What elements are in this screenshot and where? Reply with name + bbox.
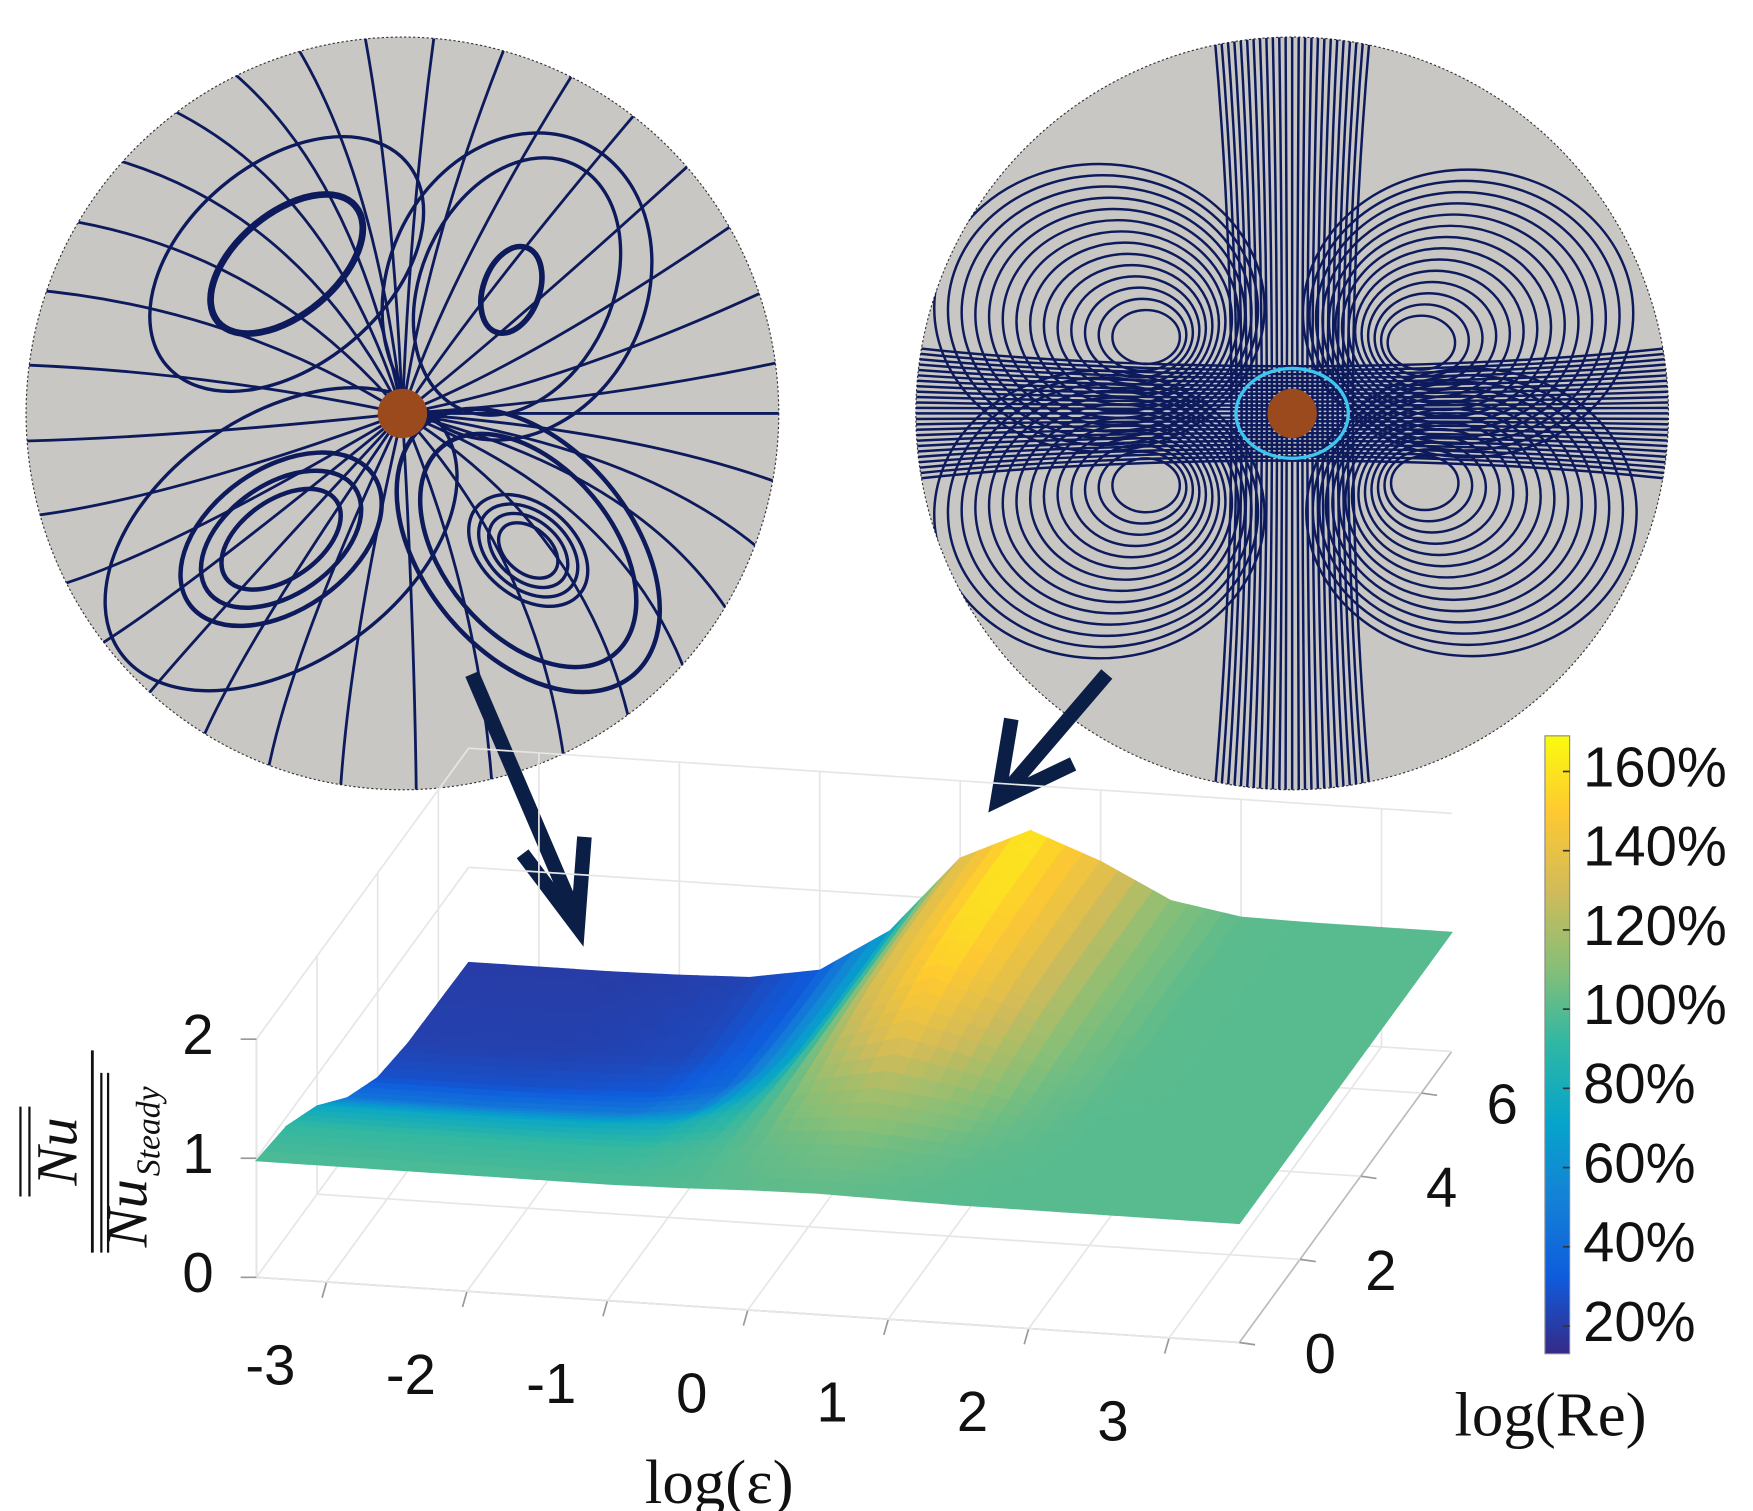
colorbar-tick-label: 60% bbox=[1583, 1131, 1695, 1194]
tick-mark bbox=[884, 1319, 888, 1335]
x-tick-label: 2 bbox=[957, 1380, 988, 1443]
tick-mark bbox=[1165, 1338, 1169, 1354]
x-tick-label: -3 bbox=[245, 1333, 295, 1396]
y-tick-label: 4 bbox=[1426, 1156, 1457, 1219]
colorbar-tick-label: 40% bbox=[1583, 1211, 1695, 1274]
streamline-panels bbox=[0, 0, 1685, 927]
colorbar-tick-label: 140% bbox=[1583, 815, 1727, 878]
colorbar-tick-label: 120% bbox=[1583, 894, 1727, 957]
figure: -3-2-101230246012 log(ε) log(Re) Nu Nu S… bbox=[0, 0, 1753, 1511]
tick-mark bbox=[1300, 1259, 1316, 1261]
page: {"chart_data": { "type": "surface", "x":… bbox=[0, 0, 1753, 1511]
x-tick-label: 3 bbox=[1097, 1389, 1128, 1452]
colorbar-tick-label: 20% bbox=[1583, 1290, 1695, 1353]
particle-left bbox=[378, 389, 427, 438]
y-tick-label: 2 bbox=[1365, 1239, 1396, 1302]
z-axis-label: Nu Nu Steady bbox=[20, 1050, 167, 1252]
x-tick-label: -2 bbox=[386, 1343, 436, 1406]
z-label-numerator: Nu bbox=[25, 1117, 90, 1186]
tick-mark bbox=[603, 1301, 607, 1317]
z-label-denominator: Nu bbox=[94, 1179, 159, 1248]
y-tick-label: 0 bbox=[1305, 1322, 1336, 1385]
x-tick-label: -1 bbox=[526, 1352, 576, 1415]
tick-mark bbox=[743, 1310, 747, 1326]
colorbar-tick-label: 80% bbox=[1583, 1052, 1695, 1115]
grid-line bbox=[256, 748, 468, 1039]
x-axis-label: log(ε) bbox=[645, 1447, 794, 1511]
z-label-subscript: Steady bbox=[131, 1086, 168, 1176]
z-tick-label: 2 bbox=[182, 1003, 213, 1066]
colorbar-scale bbox=[1545, 736, 1570, 1354]
particle-right bbox=[1267, 389, 1316, 438]
x-tick-label: 0 bbox=[676, 1361, 707, 1424]
colorbar-tick-label: 160% bbox=[1583, 735, 1727, 798]
surface bbox=[256, 831, 1451, 1224]
y-axis-label: log(Re) bbox=[1454, 1380, 1646, 1450]
z-tick-label: 0 bbox=[182, 1241, 213, 1304]
z-tick-label: 1 bbox=[182, 1122, 213, 1185]
tick-mark bbox=[1421, 1093, 1437, 1095]
colorbar: 20% 40% 60% 80% 100% 120% 140% 160% bbox=[1545, 735, 1727, 1353]
tick-mark bbox=[1024, 1329, 1028, 1345]
y-tick-label: 6 bbox=[1487, 1073, 1518, 1136]
x-tick-label: 1 bbox=[817, 1371, 848, 1434]
tick-mark bbox=[463, 1291, 467, 1307]
tick-mark bbox=[322, 1282, 326, 1298]
grid-line bbox=[256, 1277, 1239, 1342]
tick-mark bbox=[1361, 1176, 1377, 1178]
tick-mark bbox=[1239, 1342, 1255, 1344]
colorbar-tick-label: 100% bbox=[1583, 973, 1727, 1036]
